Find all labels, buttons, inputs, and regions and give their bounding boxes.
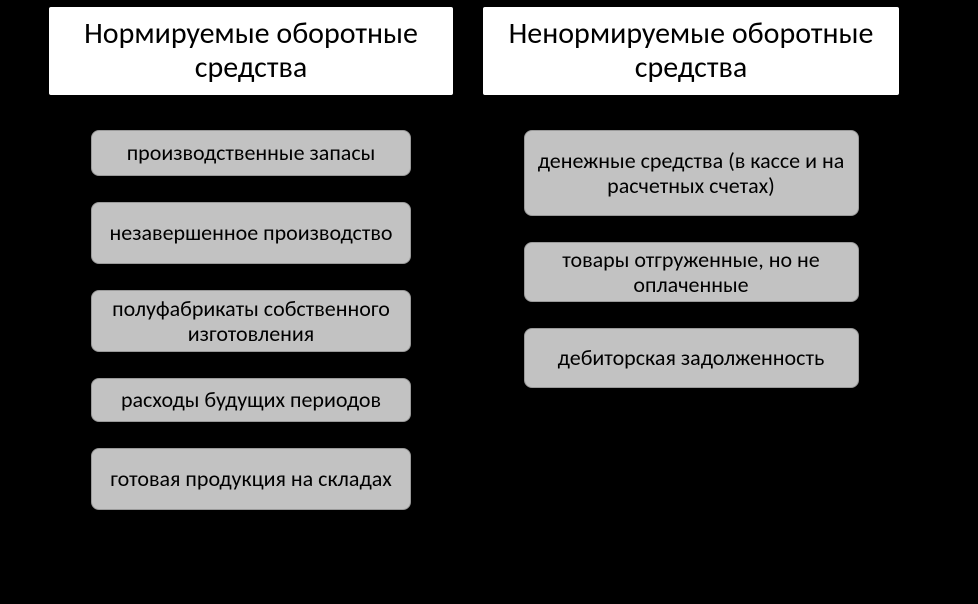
left-items: производственные запасы незавершенное про… bbox=[91, 130, 411, 510]
right-items: денежные средства (в кассе и на расчетны… bbox=[524, 130, 859, 388]
item-label: полуфабрикаты собственного изготовления bbox=[100, 296, 402, 347]
item-box: производственные запасы bbox=[91, 130, 411, 176]
left-column: Нормируемые оборотные средства производс… bbox=[48, 6, 454, 586]
item-label: расходы будущих периодов bbox=[121, 387, 381, 412]
item-box: полуфабрикаты собственного изготовления bbox=[91, 290, 411, 352]
item-box: незавершенное производство bbox=[91, 202, 411, 264]
left-header-text: Нормируемые оборотные средства bbox=[49, 17, 453, 86]
item-box: товары отгруженные, но не оплаченные bbox=[524, 242, 859, 302]
item-label: дебиторская задолженность bbox=[558, 345, 825, 370]
left-header: Нормируемые оборотные средства bbox=[48, 6, 454, 96]
item-box: денежные средства (в кассе и на расчетны… bbox=[524, 130, 859, 216]
item-box: готовая продукция на складах bbox=[91, 448, 411, 510]
right-header: Ненормируемые оборотные средства bbox=[482, 6, 900, 96]
item-box: расходы будущих периодов bbox=[91, 378, 411, 422]
item-box: дебиторская задолженность bbox=[524, 328, 859, 388]
item-label: товары отгруженные, но не оплаченные bbox=[533, 247, 850, 298]
item-label: незавершенное производство bbox=[110, 220, 393, 245]
item-label: производственные запасы bbox=[127, 140, 376, 165]
item-label: денежные средства (в кассе и на расчетны… bbox=[533, 148, 850, 199]
right-header-text: Ненормируемые оборотные средства bbox=[483, 17, 899, 86]
item-label: готовая продукция на складах bbox=[110, 466, 391, 491]
right-column: Ненормируемые оборотные средства денежны… bbox=[482, 6, 900, 586]
